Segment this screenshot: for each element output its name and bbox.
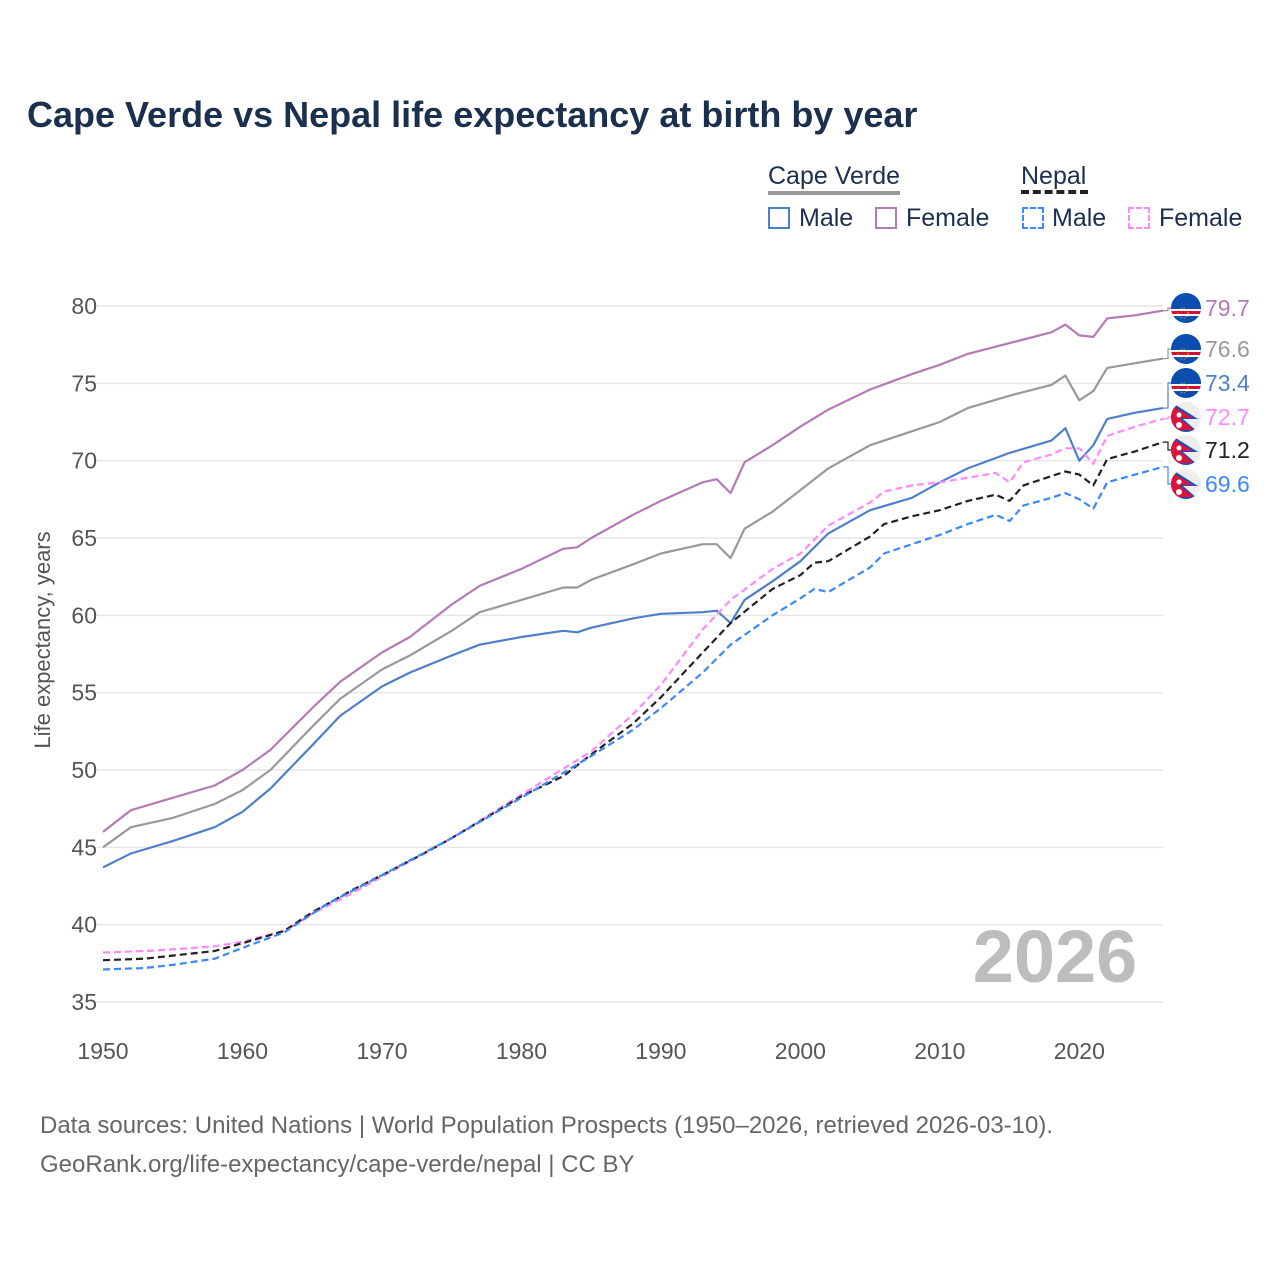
end-value-label: 71.2: [1205, 437, 1250, 463]
end-value-label: 73.4: [1205, 370, 1250, 396]
end-value-label: 72.7: [1205, 404, 1250, 430]
y-tick-label: 45: [71, 834, 97, 860]
end-value-label: 79.7: [1205, 295, 1250, 321]
y-tick-label: 55: [71, 680, 97, 706]
cape-verde-flag-icon: [1171, 293, 1201, 323]
y-tick-label: 60: [71, 602, 97, 628]
chart-title: Cape Verde vs Nepal life expectancy at b…: [27, 94, 918, 135]
series-line-cape-verde-female: [102, 309, 1164, 833]
end-value-label: 69.6: [1205, 471, 1250, 497]
year-watermark: 2026: [973, 915, 1138, 998]
legend-nepal-line: [1021, 190, 1088, 194]
y-tick-label: 65: [71, 525, 97, 551]
x-tick-label: 2000: [775, 1038, 826, 1064]
legend-group-cape-verde: Cape Verde: [768, 162, 901, 190]
y-tick-label: 80: [71, 293, 97, 319]
legend-cv-female-label: Female: [906, 204, 990, 232]
nepal-flag-icon: [1171, 435, 1201, 465]
end-value-label: 76.6: [1205, 336, 1250, 362]
series-line-cape-verde-male: [102, 407, 1164, 869]
nepal-flag-icon: [1171, 402, 1201, 432]
source-note: Data sources: United Nations | World Pop…: [40, 1106, 1053, 1184]
x-tick-label: 2010: [914, 1038, 965, 1064]
label-connector: [1163, 307, 1172, 312]
x-tick-label: 2020: [1054, 1038, 1105, 1064]
x-tick-label: 1990: [635, 1038, 686, 1064]
series-line-cape-verde: [102, 357, 1164, 849]
y-tick-label: 35: [71, 989, 97, 1015]
cape-verde-flag-icon: [1171, 334, 1201, 364]
nepal-flag-icon: [1171, 469, 1201, 499]
legend-cv-male-swatch: [768, 207, 790, 229]
y-tick-label: 70: [71, 448, 97, 474]
legend-group-nepal: Nepal: [1021, 162, 1087, 190]
legend-cv-male-label: Male: [799, 204, 854, 232]
label-connector: [1163, 416, 1172, 420]
y-tick-label: 75: [71, 370, 97, 396]
legend-nepal-female-swatch: [1128, 207, 1150, 229]
label-connector: [1163, 441, 1172, 451]
cape-verde-flag-icon: [1171, 368, 1201, 398]
series-line-nepal: [102, 441, 1164, 962]
x-tick-label: 1950: [77, 1038, 128, 1064]
x-tick-label: 1960: [217, 1038, 268, 1064]
label-connector: [1163, 466, 1172, 485]
plot-area: 35 40 45 50 55 60 65 70 75 80 1950 1960 1970 1980 1990…: [30, 293, 1250, 1064]
source-line-1: Data sources: United Nations | World Pop…: [40, 1112, 1054, 1139]
x-tick-label: 1980: [496, 1038, 547, 1064]
legend-nepal-male-label: Male: [1052, 204, 1107, 232]
y-tick-label: 40: [71, 912, 97, 938]
series-line-nepal-female: [102, 417, 1164, 954]
series-line-nepal-male: [102, 465, 1164, 971]
x-tick-label: 1970: [356, 1038, 407, 1064]
legend-cape-verde-line: [768, 191, 900, 195]
label-connector: [1163, 348, 1172, 360]
y-axis-label: Life expectancy, years: [30, 531, 55, 748]
legend-nepal-male-swatch: [1022, 207, 1044, 229]
source-line-2: GeoRank.org/life-expectancy/cape-verde/n…: [40, 1151, 635, 1178]
legend-nepal-female-label: Female: [1159, 204, 1243, 232]
y-tick-label: 50: [71, 757, 97, 783]
label-connector: [1163, 382, 1172, 409]
legend-cv-female-swatch: [875, 207, 897, 229]
